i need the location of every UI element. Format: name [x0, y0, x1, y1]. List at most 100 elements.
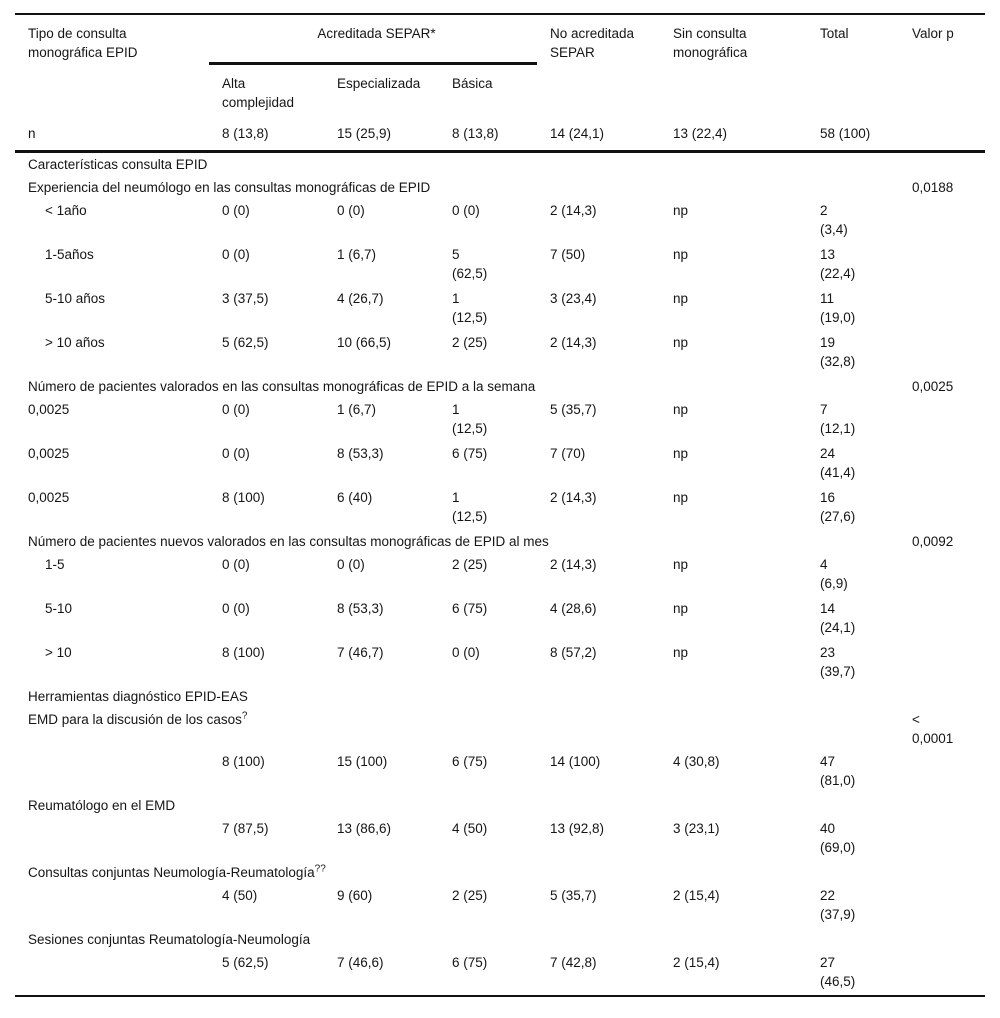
value-cell: 7 (50)	[550, 246, 586, 262]
value-cell: np	[673, 290, 689, 306]
value-cell: 9 (60)	[337, 887, 373, 903]
value-cell: 0 (0)	[452, 202, 480, 218]
row-label: 0,0025	[28, 401, 70, 417]
valor-p-cell: < 0,0001	[912, 711, 954, 746]
valor-p-cell	[899, 750, 985, 794]
value-cell: 14 (24,1)	[820, 600, 856, 635]
row-label: < 1año	[45, 202, 87, 218]
value-cell: np	[673, 246, 689, 262]
table-row: 0,0025 8 (100) 6 (40) 1 (12,5) 2 (14,3) np 16 …	[15, 486, 985, 530]
value-cell: 0 (0)	[222, 556, 250, 572]
subcolumn-header-basica: Básica	[452, 75, 493, 91]
value-cell: 6 (40)	[337, 489, 373, 505]
value-cell: 3 (23,1)	[673, 820, 720, 836]
footnote-marker: ??	[314, 863, 326, 874]
subcolumn-header-especializada: Especializada	[337, 75, 421, 91]
value-cell: 2 (15,4)	[673, 887, 720, 903]
value-cell: 2 (25)	[452, 887, 488, 903]
row-label: Consultas conjuntas Neumología-Reumatolo…	[28, 863, 326, 880]
value-cell: 15 (100)	[337, 753, 388, 769]
header-row-top: Tipo de consulta monográfica EPID Acredi…	[15, 14, 985, 65]
valor-p-cell	[899, 243, 985, 287]
value-cell: 7 (42,8)	[550, 954, 597, 970]
value-cell: 8 (100)	[222, 489, 265, 505]
value-cell: 40 (69,0)	[820, 820, 856, 855]
value-cell: 15 (25,9)	[324, 118, 439, 153]
value-cell: 1 (6,7)	[337, 246, 377, 262]
header-row-subcolumns: Alta complejidad Especializada Básica	[15, 63, 985, 119]
value-cell: 2 (15,4)	[673, 954, 720, 970]
value-cell: 0 (0)	[222, 246, 250, 262]
column-group-header-acreditada-separ: Acreditada SEPAR*	[209, 14, 538, 65]
value-cell: 0 (0)	[222, 202, 250, 218]
table-row: 7 (87,5) 13 (86,6) 4 (50) 13 (92,8) 3 (23,1)…	[15, 817, 985, 861]
value-cell: 58 (100)	[807, 118, 900, 153]
value-cell: 3 (23,4)	[550, 290, 597, 306]
valor-p-cell	[899, 199, 985, 243]
table-row: 1-5años 0 (0) 1 (6,7) 5 (62,5) 7 (50) np 13 (2…	[15, 243, 985, 287]
valor-p-cell	[899, 287, 985, 331]
row-label: > 10	[45, 644, 72, 660]
row-label: 0,0025	[28, 489, 70, 505]
section-row: Consultas conjuntas Neumología-Reumatolo…	[15, 861, 985, 884]
row-label	[15, 750, 209, 794]
value-cell: 14 (24,1)	[537, 118, 661, 153]
value-cell: 23 (39,7)	[820, 644, 856, 679]
row-label: Número de pacientes valorados en las con…	[28, 378, 536, 394]
value-cell: 4 (50)	[222, 887, 258, 903]
value-cell: 2 (14,3)	[550, 334, 597, 350]
value-cell: np	[673, 401, 689, 417]
row-label: 0,0025	[28, 445, 70, 461]
row-label	[15, 951, 209, 996]
value-cell: 13 (22,4)	[660, 118, 808, 153]
valor-p-cell	[899, 685, 985, 708]
valor-p-cell	[899, 597, 985, 641]
value-cell: 6 (75)	[452, 445, 488, 461]
table-row: 8 (100) 15 (100) 6 (75) 14 (100) 4 (30,8) 47 …	[15, 750, 985, 794]
section-row: Experiencia del neumólogo en las consult…	[15, 176, 985, 199]
value-cell: 6 (75)	[452, 954, 488, 970]
column-header-no-acreditada-separ: No acreditada SEPAR	[550, 26, 635, 60]
value-cell: 5 (35,7)	[550, 887, 597, 903]
table-row: > 10 años 5 (62,5) 10 (66,5) 2 (25) 2 (14,3)…	[15, 331, 985, 375]
value-cell: 13 (86,6)	[337, 820, 392, 836]
valor-p-cell: 0,0092	[912, 533, 954, 549]
value-cell: 14 (100)	[550, 753, 601, 769]
table-row: 5 (62,5) 7 (46,6) 6 (75) 7 (42,8) 2 (15,4) 27…	[15, 951, 985, 996]
section-row: Características consulta EPID	[15, 151, 985, 176]
table-row: 5-10 años 3 (37,5) 4 (26,7) 1 (12,5) 3 (23,4…	[15, 287, 985, 331]
row-label: n	[15, 118, 209, 153]
row-label: Herramientas diagnóstico EPID-EAS	[28, 688, 248, 704]
subcolumn-header-alta-complejidad: Alta complejidad	[222, 75, 295, 110]
value-cell: 7 (46,7)	[337, 644, 384, 660]
table-row: 1-5 0 (0) 0 (0) 2 (25) 2 (14,3) np 4 (6,9)	[15, 553, 985, 597]
value-cell: 8 (57,2)	[550, 644, 597, 660]
value-cell: 4 (50)	[452, 820, 488, 836]
value-cell: 1 (12,5)	[452, 489, 488, 524]
value-cell: 19 (32,8)	[820, 334, 856, 369]
value-cell: np	[673, 202, 689, 218]
value-cell: 4 (28,6)	[550, 600, 597, 616]
valor-p-cell	[899, 951, 985, 996]
value-cell: np	[673, 445, 689, 461]
table-row: 0,0025 0 (0) 8 (53,3) 6 (75) 7 (70) np 24 (41,…	[15, 442, 985, 486]
column-header-valor-p: Valor p	[912, 26, 954, 41]
value-cell: 22 (37,9)	[820, 887, 856, 922]
valor-p-cell	[899, 398, 985, 442]
value-cell: 8 (13,8)	[439, 118, 538, 153]
value-cell: 6 (75)	[452, 600, 488, 616]
value-cell: 5 (62,5)	[222, 334, 269, 350]
value-cell: 3 (37,5)	[222, 290, 269, 306]
table-row: 4 (50) 9 (60) 2 (25) 5 (35,7) 2 (15,4) 22 (37…	[15, 884, 985, 928]
value-cell: np	[673, 600, 689, 616]
valor-p-cell	[899, 118, 986, 153]
value-cell: 7 (70)	[550, 445, 586, 461]
valor-p-cell	[899, 861, 985, 884]
value-cell: 10 (66,5)	[337, 334, 392, 350]
value-cell: 1 (12,5)	[452, 401, 488, 436]
epid-consultation-table: Tipo de consulta monográfica EPID Acredi…	[15, 13, 986, 997]
value-cell: 4 (6,9)	[820, 556, 848, 591]
valor-p-cell	[899, 486, 985, 530]
